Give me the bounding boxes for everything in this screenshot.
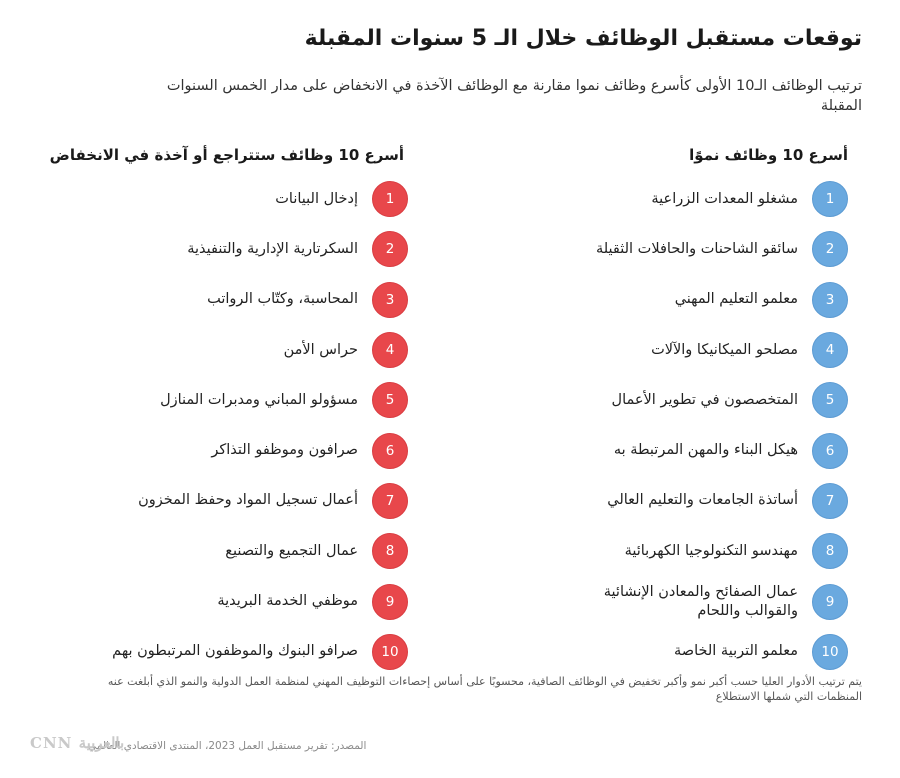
growing-jobs-header: أسرع 10 وظائف نموًا: [689, 146, 848, 164]
rank-badge: 6: [372, 432, 408, 469]
declining-job-item: 4 حراس الأمن: [78, 325, 408, 375]
rank-badge: 9: [812, 583, 848, 620]
declining-jobs-header: أسرع 10 وظائف ستتراجع أو آخذة في الانخفا…: [49, 146, 404, 164]
job-label: معلمو التربية الخاصة: [674, 643, 798, 660]
growing-job-item: 3 معلمو التعليم المهني: [548, 275, 848, 325]
rank-badge: 9: [372, 583, 408, 620]
rank-badge: 7: [812, 482, 848, 519]
rank-badge: 3: [812, 281, 848, 318]
declining-job-item: 5 مسؤولو المباني ومدبرات المنازل: [78, 375, 408, 425]
declining-job-item: 1 إدخال البيانات: [78, 174, 408, 224]
job-label: سائقو الشاحنات والحافلات الثقيلة: [595, 240, 798, 257]
job-label: أساتذة الجامعات والتعليم العالي: [607, 492, 798, 509]
growing-job-item: 9 عمال الصفائح والمعادن الإنشائية والقوال…: [548, 576, 848, 626]
page-subtitle: ترتيب الوظائف الـ10 الأولى كأسرع وظائف ن…: [166, 78, 862, 114]
rank-badge: 1: [812, 181, 848, 218]
growing-job-item: 8 مهندسو التكنولوجيا الكهربائية: [548, 526, 848, 576]
growing-job-item: 10 معلمو التربية الخاصة: [548, 627, 848, 677]
declining-job-item: 2 السكرتارية الإدارية والتنفيذية: [78, 224, 408, 274]
rank-badge: 8: [812, 533, 848, 570]
rank-badge: 10: [372, 633, 408, 670]
declining-job-item: 3 المحاسبة، وكتّاب الرواتب: [78, 275, 408, 325]
job-label: هيكل البناء والمهن المرتبطة به: [613, 442, 798, 459]
job-label: مسؤولو المباني ومدبرات المنازل: [160, 391, 358, 408]
declining-job-item: 7 أعمال تسجيل المواد وحفظ المخزون: [78, 476, 408, 526]
job-label: مهندسو التكنولوجيا الكهربائية: [624, 542, 798, 559]
job-label: إدخال البيانات: [275, 190, 358, 207]
job-label: المتخصصون في تطوير الأعمال: [611, 391, 798, 408]
growing-job-item: 6 هيكل البناء والمهن المرتبطة به: [548, 425, 848, 475]
declining-job-item: 10 صرافو البنوك والموظفون المرتبطون بهم: [78, 627, 408, 677]
growing-job-item: 5 المتخصصون في تطوير الأعمال: [548, 375, 848, 425]
job-label: معلمو التعليم المهني: [674, 291, 798, 308]
rank-badge: 7: [372, 482, 408, 519]
declining-job-item: 6 صرافون وموظفو التذاكر: [78, 425, 408, 475]
job-label: أعمال تسجيل المواد وحفظ المخزون: [138, 492, 358, 509]
rank-badge: 8: [372, 533, 408, 570]
rank-badge: 4: [812, 332, 848, 369]
growing-job-item: 7 أساتذة الجامعات والتعليم العالي: [548, 476, 848, 526]
rank-badge: 5: [812, 382, 848, 419]
rank-badge: 2: [372, 231, 408, 268]
job-label: السكرتارية الإدارية والتنفيذية: [187, 240, 358, 257]
job-label: مشغلو المعدات الزراعية: [651, 190, 798, 207]
declining-job-item: 8 عمال التجميع والتصنيع: [78, 526, 408, 576]
cnn-arabic-logo: CNN بالعربية: [30, 734, 125, 752]
growing-job-item: 1 مشغلو المعدات الزراعية: [548, 174, 848, 224]
declining-jobs-list: 1 إدخال البيانات 2 السكرتارية الإدارية وال…: [78, 174, 408, 677]
growing-jobs-list: 1 مشغلو المعدات الزراعية 2 سائقو الشاحنات …: [548, 174, 848, 677]
page-title: توقعات مستقبل الوظائف خلال الـ 5 سنوات ا…: [304, 26, 862, 51]
job-label: عمال التجميع والتصنيع: [225, 542, 358, 559]
rank-badge: 10: [812, 633, 848, 670]
rank-badge: 3: [372, 281, 408, 318]
job-label: موظفي الخدمة البريدية: [217, 593, 358, 610]
rank-badge: 5: [372, 382, 408, 419]
source-note: المصدر: تقرير مستقبل العمل 2023، المنتدى…: [88, 740, 367, 752]
job-label: المحاسبة، وكتّاب الرواتب: [207, 291, 358, 308]
rank-badge: 1: [372, 181, 408, 218]
rank-badge: 4: [372, 332, 408, 369]
job-label: صرافو البنوك والموظفون المرتبطون بهم: [112, 643, 358, 660]
job-label: عمال الصفائح والمعادن الإنشائية والقوالب…: [603, 583, 798, 619]
rank-badge: 6: [812, 432, 848, 469]
job-label: حراس الأمن: [283, 341, 358, 358]
growing-job-item: 4 مصلحو الميكانيكا والآلات: [548, 325, 848, 375]
methodology-note: يتم ترتيب الأدوار العليا حسب أكبر نمو وأ…: [107, 675, 862, 703]
declining-job-item: 9 موظفي الخدمة البريدية: [78, 576, 408, 626]
rank-badge: 2: [812, 231, 848, 268]
job-label: مصلحو الميكانيكا والآلات: [651, 341, 798, 358]
growing-job-item: 2 سائقو الشاحنات والحافلات الثقيلة: [548, 224, 848, 274]
job-label: صرافون وموظفو التذاكر: [211, 442, 358, 459]
